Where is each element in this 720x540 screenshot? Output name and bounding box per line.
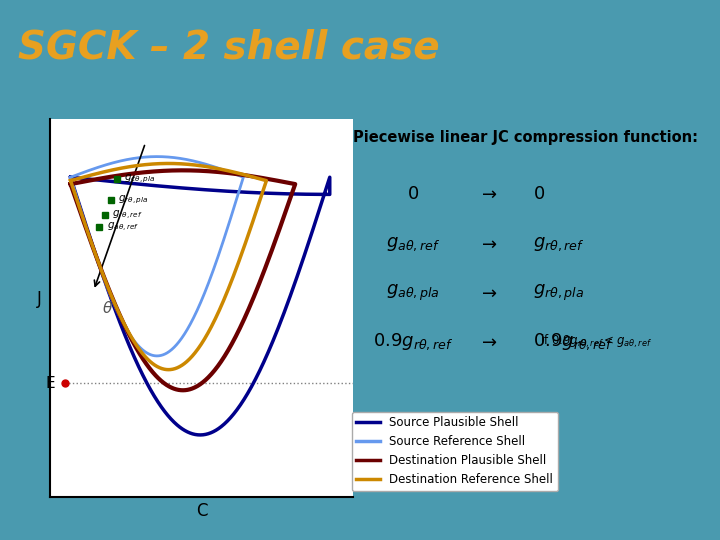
Legend: Source Plausible Shell, Source Reference Shell, Destination Plausible Shell, Des: Source Plausible Shell, Source Reference… (351, 411, 558, 491)
Text: $0.9g_{r\theta,ref}$: $0.9g_{r\theta,ref}$ (373, 332, 453, 352)
Text: $\rightarrow$: $\rightarrow$ (478, 333, 498, 351)
Y-axis label: J: J (37, 290, 42, 308)
X-axis label: C: C (196, 502, 207, 521)
Text: $\rightarrow$: $\rightarrow$ (478, 284, 498, 302)
Text: $\theta$: $\theta$ (102, 300, 113, 316)
Text: $g_{r\theta,ref}$: $g_{r\theta,ref}$ (533, 234, 585, 253)
Text: $g_{a\theta,ref}$: $g_{a\theta,ref}$ (107, 220, 139, 234)
Text: E: E (45, 376, 55, 391)
Text: SGCK – 2 shell case: SGCK – 2 shell case (18, 29, 440, 67)
Text: $0$: $0$ (407, 185, 419, 204)
Text: if $0.9g_{r\theta,ref} < g_{a\theta,ref}$: if $0.9g_{r\theta,ref} < g_{a\theta,ref}… (540, 333, 652, 350)
Text: $g_{r\theta,ref}$: $g_{r\theta,ref}$ (112, 208, 143, 221)
Text: $\rightarrow$: $\rightarrow$ (478, 234, 498, 253)
Text: $0.9g_{r\theta,ref}$: $0.9g_{r\theta,ref}$ (533, 332, 613, 352)
Text: Piecewise linear JC compression function:: Piecewise linear JC compression function… (353, 130, 698, 145)
Text: $g_{r\theta,pla}$: $g_{r\theta,pla}$ (118, 193, 148, 206)
Text: $g_{a\theta,pla}$: $g_{a\theta,pla}$ (386, 282, 440, 303)
Text: $0$: $0$ (533, 185, 545, 204)
Text: $g_{a\theta,ref}$: $g_{a\theta,ref}$ (386, 234, 440, 253)
Text: $g_{r\theta,pla}$: $g_{r\theta,pla}$ (533, 282, 584, 303)
Text: $g_{c\theta,pla}$: $g_{c\theta,pla}$ (124, 173, 156, 185)
Text: $\rightarrow$: $\rightarrow$ (478, 185, 498, 204)
